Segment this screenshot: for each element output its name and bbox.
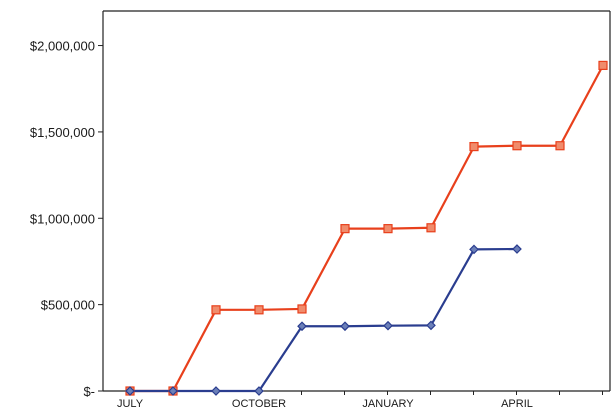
data-point-diamond (168, 386, 178, 396)
series-line-1 (130, 64, 604, 393)
data-point-square (555, 141, 565, 151)
y-tick-label: $2,000,000 (30, 39, 95, 54)
data-point-square (469, 141, 479, 152)
x-tick-label: JULY (117, 398, 144, 410)
data-point-diamond (426, 320, 436, 331)
x-tick-label: JANUARY (362, 398, 414, 410)
x-axis: JULY OCTOBER JANUARY APRIL (117, 391, 603, 410)
data-point-diamond (469, 244, 479, 255)
data-point-square (211, 305, 221, 315)
data-point-diamond (254, 386, 264, 396)
data-point-square (340, 224, 350, 234)
y-tick-label: $1,500,000 (30, 125, 95, 140)
data-point-diamond (297, 321, 307, 332)
data-point-square (383, 224, 393, 234)
data-point-square (598, 60, 608, 71)
x-tick-label: OCTOBER (232, 398, 286, 410)
data-point-diamond (383, 320, 393, 331)
series-markers (125, 60, 608, 396)
data-point-diamond (211, 386, 221, 396)
y-tick-label: $1,000,000 (30, 211, 95, 226)
data-point-diamond (125, 386, 135, 396)
y-tick-label: $500,000 (41, 298, 95, 313)
y-axis: $- $500,000 $1,000,000 $1,500,000 $2,000,000 (30, 39, 103, 399)
y-tick-label: $- (83, 384, 95, 399)
data-point-square (512, 141, 522, 151)
series-lines (130, 64, 604, 393)
data-point-square (254, 305, 264, 315)
plot-frame (102, 10, 611, 392)
data-point-square (297, 304, 307, 314)
data-point-diamond (512, 244, 522, 254)
data-point-diamond (340, 321, 350, 332)
data-point-square (426, 223, 436, 233)
series-line-2 (130, 247, 518, 393)
x-tick-label: APRIL (501, 398, 533, 410)
